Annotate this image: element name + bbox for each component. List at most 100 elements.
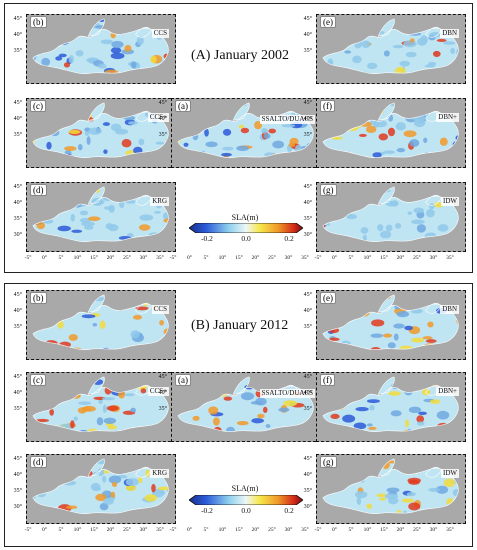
lat-tick: 35° — [303, 324, 312, 330]
panel-title: (B) January 2012 — [191, 318, 289, 333]
lat-tick: 40° — [158, 390, 167, 396]
map-krg: (d) KRG — [26, 182, 176, 252]
lon-tick: 5° — [348, 255, 354, 261]
lat-tick: 40° — [303, 472, 312, 478]
lon-tick: -5° — [24, 255, 32, 261]
map-method-label: KRG — [150, 197, 169, 206]
lon-tick: 0° — [332, 527, 337, 533]
map-method-label: DBN+ — [436, 387, 459, 396]
lon-tick: 25° — [268, 527, 276, 533]
lon-tick: 0° — [187, 255, 192, 261]
lat-tick: 35° — [303, 48, 312, 54]
sea-surface-field — [32, 294, 169, 350]
lon-tick: 0° — [42, 527, 47, 533]
map-method-label: DBN — [440, 29, 459, 38]
lat-tick: 35° — [13, 488, 22, 494]
map-tag: (c) — [30, 374, 46, 386]
lon-tick: 20° — [251, 527, 260, 533]
map-tag: (a) — [175, 374, 191, 386]
map-method-label: KRG — [150, 469, 169, 478]
map-method-label: CCS — [151, 29, 169, 38]
panel-a: (A) January 2002 (b) CCS (c) CCS+ (d) KR… — [4, 3, 473, 273]
panel-title: (A) January 2002 — [191, 48, 289, 63]
lat-tick: 45° — [13, 374, 22, 380]
map-tag: (c) — [30, 100, 46, 112]
lat-tick: 40° — [13, 116, 22, 122]
lat-tick: 45° — [13, 16, 22, 22]
map-ssalto-duacs: (a) SSALTO/DUACS — [171, 372, 321, 442]
map-method-label: SSALTO/DUACS — [259, 115, 315, 124]
lon-tick: 25° — [123, 527, 131, 533]
lon-tick: 25° — [413, 527, 421, 533]
colorbar — [189, 495, 303, 505]
map-ccs-plus: (c) CCS+ — [26, 372, 176, 442]
lat-tick: 35° — [13, 48, 22, 54]
lon-tick: 15° — [235, 255, 243, 261]
lon-tick: 15° — [90, 255, 98, 261]
lon-tick: 30° — [429, 255, 438, 261]
colorbar-title: SLA(m) — [231, 213, 259, 222]
map-ssalto-duacs: (a) SSALTO/DUACS — [171, 98, 321, 168]
lon-tick: 15° — [90, 527, 98, 533]
lat-tick: 35° — [303, 488, 312, 494]
lat-tick: 45° — [13, 184, 22, 190]
lat-tick: 40° — [158, 116, 167, 122]
colorbar-tick: 0.2 — [284, 506, 294, 515]
lon-tick: 5° — [203, 527, 209, 533]
lat-tick: 40° — [13, 390, 22, 396]
sea-surface-field — [177, 102, 314, 158]
map-tag: (a) — [175, 100, 191, 112]
map-tag: (e) — [320, 16, 336, 28]
colorbar-tick: 0.0 — [241, 234, 251, 243]
map-tag: (d) — [30, 184, 47, 196]
lat-tick: 45° — [303, 100, 312, 106]
lat-tick: 40° — [303, 390, 312, 396]
lon-tick: 10° — [73, 527, 82, 533]
lon-tick: -5° — [314, 527, 322, 533]
lat-tick: 35° — [303, 406, 312, 412]
lon-tick: 10° — [363, 255, 372, 261]
lon-tick: 0° — [42, 255, 47, 261]
lon-tick: 5° — [203, 255, 209, 261]
lat-tick: 45° — [303, 16, 312, 22]
lat-tick: 40° — [303, 32, 312, 38]
lon-tick: 5° — [348, 527, 354, 533]
lat-tick: 35° — [158, 132, 167, 138]
sea-surface-field — [177, 376, 314, 432]
sea-surface-field — [322, 102, 459, 158]
colorbar-title: SLA(m) — [231, 484, 259, 493]
map-tag: (g) — [320, 456, 337, 468]
lon-tick: 20° — [396, 527, 405, 533]
sea-surface-field — [322, 186, 459, 242]
lat-tick: 40° — [303, 116, 312, 122]
panel-b: (B) January 2012 (b) CCS (c) CCS+ (d) KR… — [4, 283, 473, 547]
map-method-label: IDW — [441, 469, 459, 478]
colorbar-tick: 0.2 — [284, 234, 294, 243]
lon-tick: -5° — [169, 255, 177, 261]
colorbar-tick: 0.0 — [241, 506, 251, 515]
lat-tick: 40° — [303, 308, 312, 314]
lat-tick: 35° — [13, 132, 22, 138]
map-tag: (b) — [30, 292, 47, 304]
lon-tick: 15° — [380, 255, 388, 261]
lat-tick: 30° — [13, 504, 22, 510]
map-dbn: (e) DBN — [316, 290, 466, 360]
lat-tick: 30° — [303, 232, 312, 238]
lon-tick: 30° — [284, 255, 293, 261]
sea-surface-field — [32, 102, 169, 158]
lon-tick: 35° — [446, 527, 454, 533]
map-dbn-plus: (f) DBN+ — [316, 98, 466, 168]
lon-tick: -5° — [169, 527, 177, 533]
lon-tick: 35° — [301, 255, 309, 261]
lon-tick: 25° — [268, 255, 276, 261]
lat-tick: 40° — [13, 32, 22, 38]
lon-tick: -5° — [24, 527, 32, 533]
lon-tick: 35° — [301, 527, 309, 533]
lon-tick: 10° — [363, 527, 372, 533]
lat-tick: 35° — [13, 216, 22, 222]
lat-tick: 40° — [303, 200, 312, 206]
sea-surface-field — [32, 376, 169, 432]
lat-tick: 45° — [303, 374, 312, 380]
lat-tick: 45° — [13, 100, 22, 106]
lon-tick: 10° — [73, 255, 82, 261]
